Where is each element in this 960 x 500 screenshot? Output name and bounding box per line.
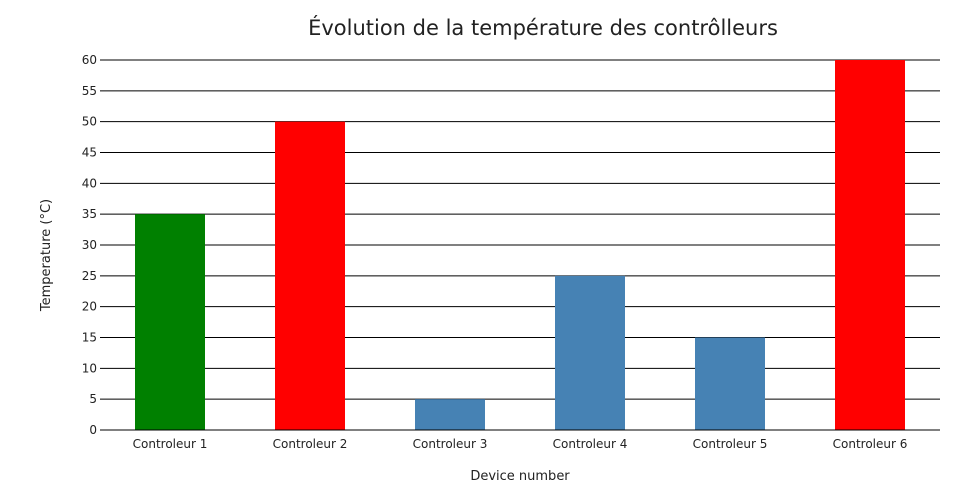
x-tick-label: Controleur 6 (833, 437, 908, 451)
bar-controleur-6 (835, 60, 905, 430)
y-tick-label: 50 (82, 115, 97, 129)
y-tick-label: 35 (82, 207, 97, 221)
y-tick-label: 10 (82, 361, 97, 375)
y-axis-label: Temperature (°C) (39, 199, 54, 312)
bar-controleur-2 (275, 121, 345, 431)
y-tick-label: 0 (89, 423, 97, 437)
x-tick-label: Controleur 2 (273, 437, 348, 451)
y-tick-label: 40 (82, 176, 97, 190)
chart-title: Évolution de la température des contrôll… (308, 15, 778, 40)
y-tick-label: 45 (82, 146, 97, 160)
y-tick-label: 55 (82, 84, 97, 98)
y-tick-label: 20 (82, 300, 97, 314)
y-tick-label: 60 (82, 53, 97, 67)
bar-controleur-3 (415, 399, 485, 430)
x-tick-label: Controleur 1 (133, 437, 208, 451)
x-axis-ticks: Controleur 1 Controleur 2 Controleur 3 Cont… (133, 437, 908, 451)
gridlines (100, 59, 940, 431)
bar-controleur-1 (135, 214, 205, 430)
bars (100, 60, 940, 431)
y-axis-ticks: 0 5 10 15 20 25 30 35 40 45 50 55 60 (82, 53, 97, 437)
x-tick-label: Controleur 5 (693, 437, 768, 451)
y-tick-label: 30 (82, 238, 97, 252)
y-tick-label: 25 (82, 269, 97, 283)
x-axis-label: Device number (470, 469, 570, 484)
bar-controleur-4 (555, 275, 625, 430)
x-tick-label: Controleur 4 (553, 437, 628, 451)
bar-controleur-5 (695, 337, 765, 430)
x-tick-label: Controleur 3 (413, 437, 488, 451)
y-tick-label: 15 (82, 331, 97, 345)
y-tick-label: 5 (89, 392, 97, 406)
